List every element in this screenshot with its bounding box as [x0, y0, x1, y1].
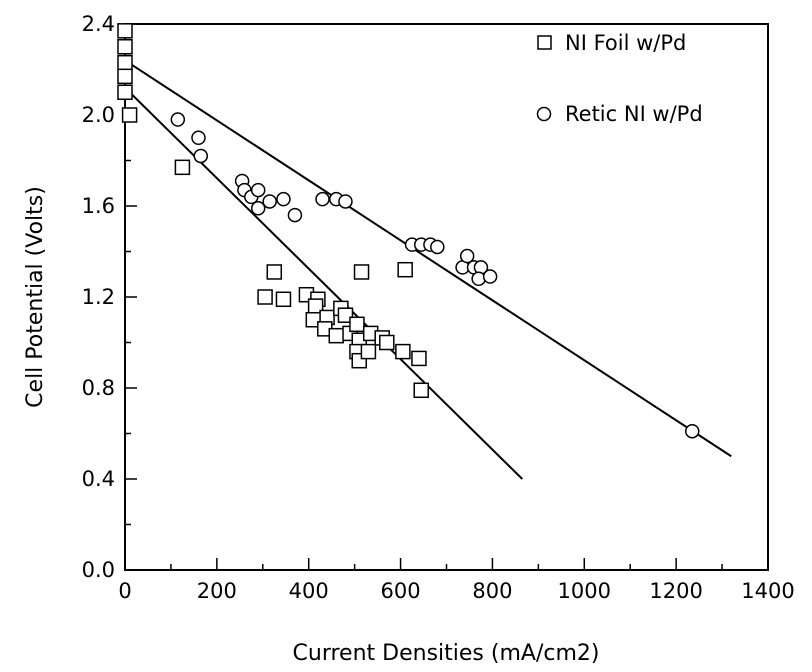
x-axis-title: Current Densities (mA/cm2) [293, 641, 600, 666]
data-point-circle [250, 182, 266, 198]
data-point-square [353, 264, 370, 280]
data-point-circle [193, 148, 209, 164]
y-tick-label: 1.2 [82, 285, 115, 309]
data-point-circle [471, 271, 486, 287]
data-point-square [121, 107, 138, 123]
y-tick-label: 2.4 [82, 12, 115, 36]
data-point-circle [276, 191, 291, 207]
data-point-circle [191, 130, 206, 145]
data-point-square [117, 39, 133, 55]
x-tick-label: 0 [118, 579, 131, 603]
y-axis-title: Cell Potential (Volts) [23, 186, 48, 408]
data-point-square [328, 327, 345, 344]
x-tick-label: 600 [381, 579, 421, 603]
data-point-square [337, 307, 354, 323]
legend: NI Foil w/Pd Retic NI w/Pd [536, 31, 703, 126]
x-tick-label: 400 [289, 579, 329, 603]
legend-square-marker [537, 35, 552, 50]
x-tick-label: 800 [472, 579, 512, 603]
legend-label-series-2: Retic NI w/Pd [565, 102, 703, 126]
data-point-square [397, 261, 413, 278]
y-tick-label: 0.4 [82, 467, 115, 491]
data-point-circle [459, 248, 475, 264]
data-point-circle [287, 207, 303, 223]
data-point-square [379, 334, 395, 351]
data-point-square [117, 68, 133, 85]
data-point-square [411, 350, 427, 367]
y-tick-label: 2.0 [82, 103, 115, 127]
data-point-circle [262, 194, 277, 209]
y-tick-label: 0.8 [82, 376, 115, 400]
data-point-square [257, 289, 273, 305]
data-point-circle [250, 201, 266, 216]
data-point-circle [170, 112, 186, 127]
data-point-square [117, 54, 133, 71]
x-tick-label: 1200 [649, 579, 702, 603]
fit-line-series-1 [124, 86, 523, 480]
legend-label-series-1: NI Foil w/Pd [565, 31, 686, 55]
data-point-circle [338, 194, 353, 209]
data-point-square [266, 264, 283, 280]
legend-circle-marker [536, 106, 552, 122]
data-point-square [174, 159, 191, 176]
fit-lines [124, 59, 732, 480]
data-point-circle [482, 269, 498, 284]
fit-line-series-2 [124, 59, 732, 458]
y-tick-label: 1.6 [82, 194, 115, 218]
markers [117, 23, 700, 439]
data-point-circle [684, 423, 700, 439]
data-point-square [349, 316, 365, 333]
x-tick-label: 200 [197, 579, 237, 603]
x-tick-label: 1400 [741, 579, 794, 603]
data-point-square [413, 382, 429, 399]
x-tick-label: 1000 [558, 579, 611, 603]
data-point-circle [315, 191, 330, 207]
data-point-circle [430, 239, 445, 255]
ticks: 0 200 400 600 800 1000 1200 1400 0.0 0.4 0.8 1.2 1.6… [82, 12, 795, 603]
data-point-square [117, 84, 133, 100]
y-tick-label: 0.0 [82, 558, 115, 582]
data-point-square [395, 343, 411, 360]
data-point-square [117, 23, 133, 39]
data-point-square [360, 343, 377, 360]
data-point-square [275, 291, 292, 308]
